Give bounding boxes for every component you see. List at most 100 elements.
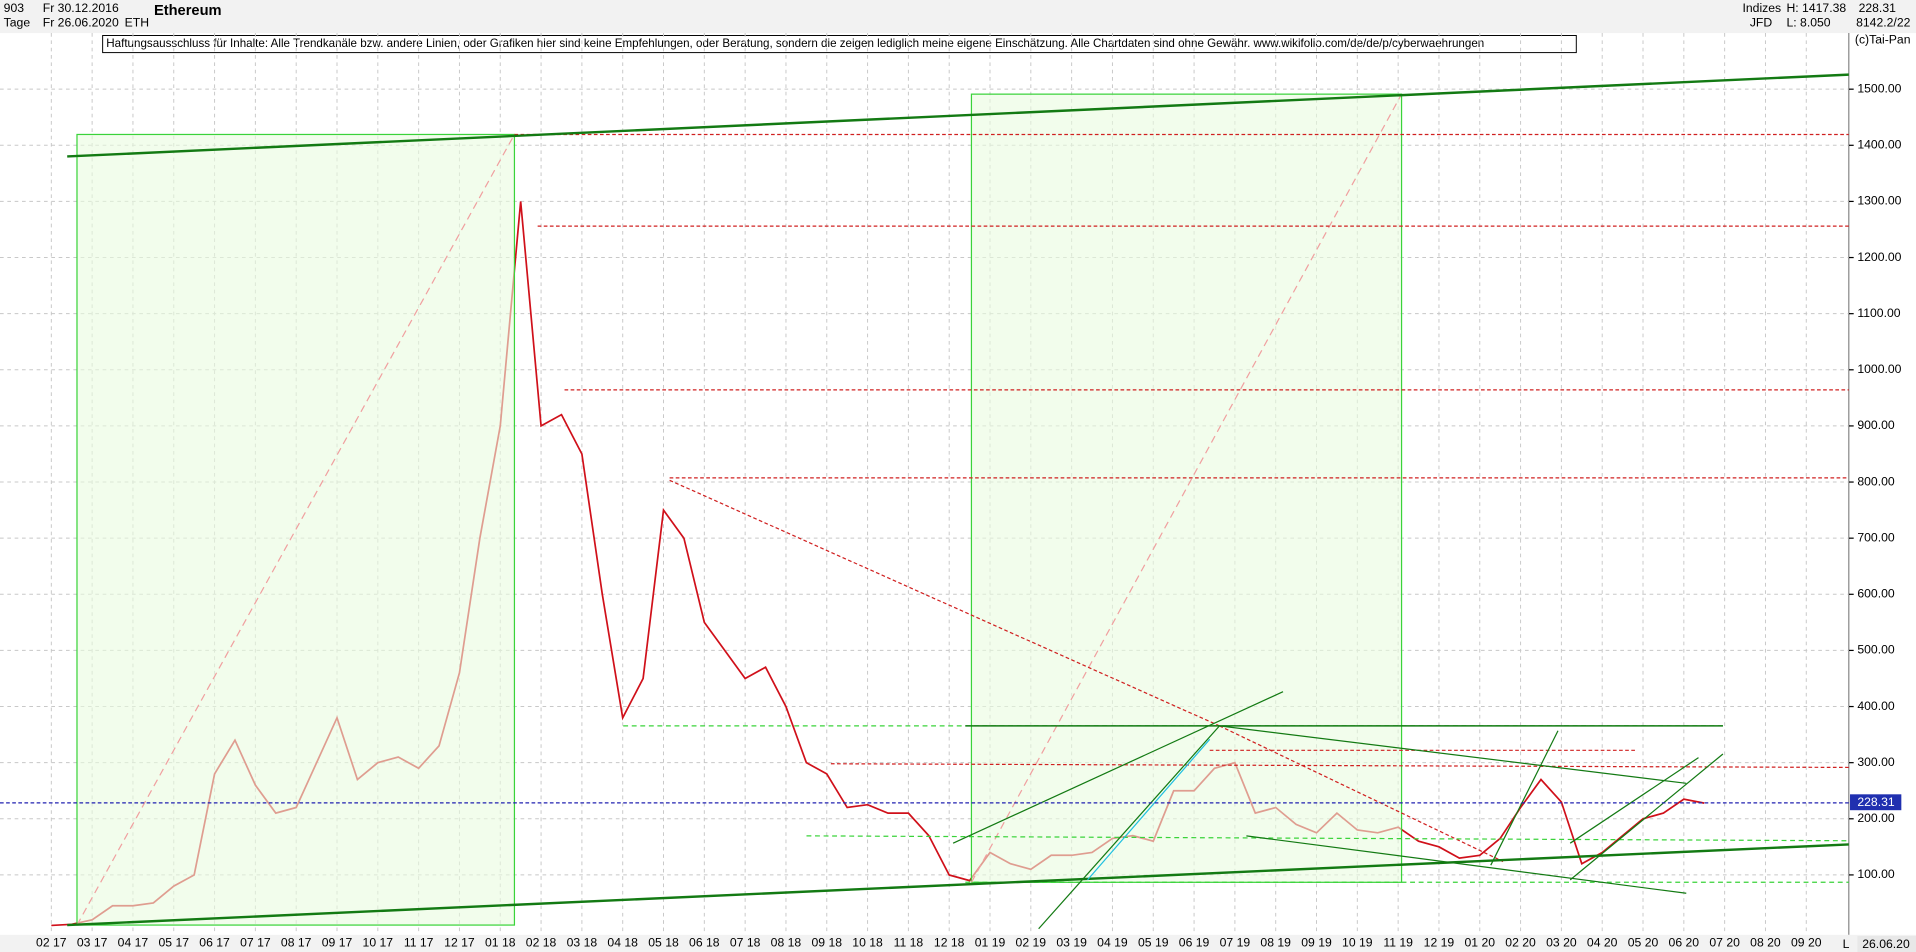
scale-mode[interactable]: L [1843,937,1850,951]
disclaimer-box [102,35,1577,54]
x-tick-label: 02 20 [1505,936,1536,950]
x-tick-label: 10 19 [1342,936,1373,950]
y-tick-label: 200.00 [1857,811,1895,825]
x-tick-label: 04 17 [118,936,149,950]
x-tick-label: 09 17 [322,936,353,950]
source: JFD [1750,15,1773,29]
code: 8142.2/22 [1856,15,1911,29]
y-tick-label: 500.00 [1857,643,1895,657]
x-tick-label: 02 17 [36,936,67,950]
y-tick-label: 800.00 [1857,474,1895,488]
trend-line [1569,753,1724,881]
level-line [806,835,1849,842]
x-tick-label: 07 20 [1709,936,1740,950]
x-tick-label: 04 18 [607,936,638,950]
x-tick-label: 04 20 [1587,936,1618,950]
price-tag-text: 228.31 [1857,795,1895,809]
x-tick-label: 02 18 [526,936,557,950]
x-tick-label: 12 17 [444,936,475,950]
symbol: ETH [125,15,149,29]
x-tick-label: 08 17 [281,936,312,950]
trend-channel [67,73,1849,158]
start-date: Fr 30.12.2016 [43,1,119,15]
y-tick-label: 1500.00 [1857,81,1901,95]
group: Indizes [1742,1,1781,15]
y-tick-label: 600.00 [1857,587,1895,601]
price-tag: 228.31 [1850,794,1902,811]
x-tick-label: 07 17 [240,936,271,950]
level-line [830,763,1849,769]
x-tick-label: 03 17 [77,936,108,950]
x-tick-label: 01 18 [485,936,516,950]
y-tick-label: 1000.00 [1857,362,1901,376]
count: 903 [4,1,25,15]
x-tick-label: 06 17 [199,936,230,950]
x-tick-label: 07 19 [1220,936,1251,950]
high: H: 1417.38 [1786,1,1846,15]
y-tick-label: 400.00 [1857,699,1895,713]
x-tick-label: 01 19 [975,936,1006,950]
trend-line [1569,757,1699,844]
x-tick-label: 08 20 [1750,936,1781,950]
x-tick-label: 11 19 [1383,936,1413,950]
copyright: (c)Tai-Pan [1855,33,1911,47]
x-tick-label: 05 19 [1138,936,1169,950]
x-tick-label: 02 19 [1016,936,1047,950]
y-tick-label: 700.00 [1857,530,1895,544]
trend-line [1246,835,1687,894]
x-tick-label: 06 20 [1669,936,1700,950]
y-tick-label: 1300.00 [1857,194,1901,208]
x-tick-label: 09 19 [1301,936,1332,950]
x-tick-label: 10 17 [363,936,394,950]
date-tag: 26.06.20 [1862,937,1910,951]
x-tick-label: 08 18 [771,936,802,950]
price-tag-box [1850,794,1902,811]
x-tick-label: 07 18 [730,936,761,950]
low: L: 8.050 [1786,15,1830,29]
x-tick-label: 03 19 [1056,936,1087,950]
diagonal [76,134,515,926]
x-tick-label: 11 17 [404,936,434,950]
trend-line [1087,738,1211,881]
trend-line [1219,725,1504,863]
x-tick-label: 10 18 [852,936,883,950]
y-tick-label: 900.00 [1857,418,1895,432]
period[interactable]: Tage [4,15,31,29]
diagonal [970,93,1403,883]
trend-line [1490,730,1559,866]
date-tag-box [1857,936,1916,952]
x-tick-label: 04 19 [1097,936,1128,950]
trend-line [669,479,1220,727]
x-axis-strip [0,934,1916,952]
y-tick-label: 300.00 [1857,755,1895,769]
title: Ethereum [154,3,222,19]
x-tick-label: 12 19 [1424,936,1455,950]
header-bar [0,0,1916,34]
x-tick-label: 06 19 [1179,936,1210,950]
x-tick-label: 05 17 [158,936,189,950]
x-tick-label: 05 18 [648,936,679,950]
x-tick-label: 05 20 [1628,936,1659,950]
trend-channel [67,843,1849,927]
x-tick-label: 03 18 [567,936,598,950]
trend-line [1219,725,1687,784]
header: 903 Fr 30.12.2016 Tage Fr 26.06.2020 Eth… [0,0,1916,54]
trend-line [1038,725,1220,930]
y-tick-label: 100.00 [1857,867,1895,881]
x-tick-label: 09 20 [1791,936,1822,950]
x-tick-label: 11 18 [894,936,924,950]
x-tick-label: 01 20 [1464,936,1495,950]
trend-line [952,691,1284,844]
last: 228.31 [1859,1,1897,15]
x-tick-label: 03 20 [1546,936,1577,950]
annotations [0,73,1849,930]
x-tick-label: 12 18 [934,936,965,950]
x-tick-label: 08 19 [1260,936,1291,950]
y-tick-label: 1100.00 [1857,306,1900,320]
y-tick-label: 1200.00 [1857,250,1901,264]
y-tick-label: 1400.00 [1857,138,1901,152]
end-date: Fr 26.06.2020 [43,15,119,29]
disclaimer: Haftungsausschluss für Inhalte: Alle Tre… [106,37,1484,50]
